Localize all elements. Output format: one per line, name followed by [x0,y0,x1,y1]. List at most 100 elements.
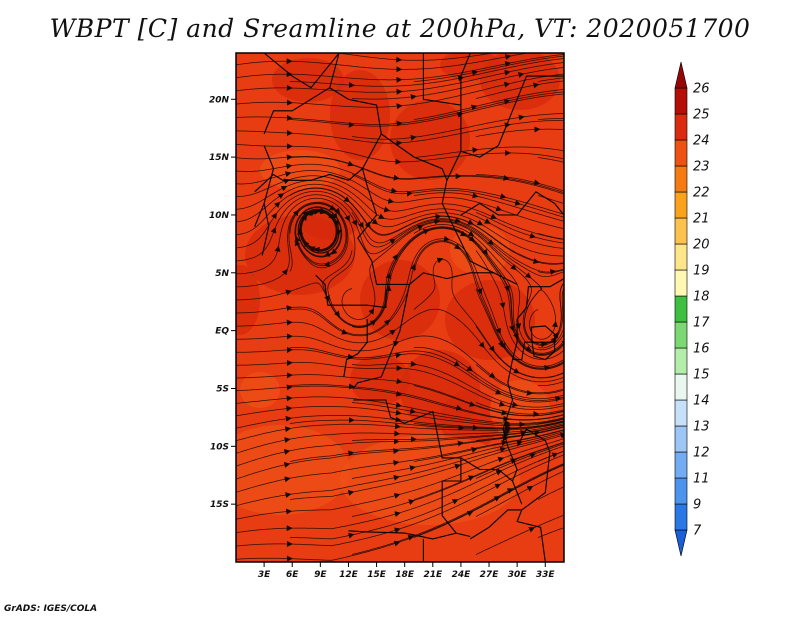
streamline [290,450,564,540]
x-tick-label: 30E [508,570,528,580]
x-tick-label: 27E [480,570,500,580]
streamline-arrow [347,160,354,167]
colorbar-label: 13 [693,420,710,435]
streamline [236,190,564,273]
x-tick-label: 24E [452,570,472,580]
streamline-arrow [454,463,461,470]
streamline [413,464,564,538]
streamline-arrow [513,367,520,374]
border-line [315,274,387,309]
streamline-arrow [494,388,502,395]
streamline [289,347,564,401]
streamline-arrow [488,345,495,353]
streamline [537,195,564,204]
streamline [537,233,564,240]
streamline [289,240,564,369]
streamline-arrow [499,193,507,199]
streamline-arrow [454,217,462,224]
x-tick-label: 12E [339,570,359,580]
streamline-arrow [277,193,285,200]
streamline-arrow [416,225,424,231]
streamline-arrow [476,219,484,226]
streamline-arrow [331,212,338,220]
streamline [537,380,564,386]
streamline-arrow [294,235,301,243]
streamline [351,402,564,425]
streamline [289,434,564,500]
colorbar-segment [674,139,688,167]
longitude-axis: 3E 6E 9E 12E 15E 18E 21E 24E 27E 30E 33E [258,562,555,580]
colorbar-segment [674,425,688,453]
colorbar-segment [674,373,688,401]
streamline-arrow [525,345,532,352]
streamline [236,187,564,264]
streamline [475,250,564,360]
streamline-arrow [498,400,506,407]
streamline-arrow [392,253,398,261]
y-tick-label: 15S [210,500,229,510]
colorbar-label: 21 [693,212,710,227]
colorbar-label: 12 [693,446,710,461]
streamline [289,187,564,265]
latitude-axis: 20N 15N 10N 5N EQ 5S 10S 15S [209,95,236,510]
streamline [475,514,564,555]
streamline-arrow [494,483,502,490]
y-tick-label: 20N [209,95,230,105]
streamline [289,384,564,420]
streamline [413,429,564,462]
streamline-arrow [341,328,348,335]
colorbar-segment [674,321,688,349]
streamline [351,431,564,479]
streamline [475,364,564,395]
streamline-arrow [566,414,568,415]
colorbar-label: 23 [693,160,710,175]
streamline-arrow [468,235,475,242]
streamline-arrow [273,201,281,209]
streamline [413,441,564,500]
streamline-arrow [455,404,463,411]
streamline [413,146,564,158]
map-area [236,53,571,562]
x-tick-label: 18E [395,570,415,580]
streamline [236,362,564,410]
streamline [524,282,564,345]
border-line [516,434,551,562]
streamline [289,156,564,195]
streamline-arrow [344,214,350,222]
y-tick-label: 15N [209,153,230,163]
colorbar-label: 15 [693,368,710,383]
colorbar-label: 16 [693,342,710,357]
streamline [475,174,564,192]
streamline-arrow [436,257,444,264]
colorbar-segment [674,399,688,427]
streamline-arrow [371,218,379,225]
streamline-arrow [526,485,534,492]
streamline-arrow [334,207,341,215]
temperature-patch [330,70,390,160]
streamline-arrow [497,456,505,463]
streamline-arrow [459,230,467,237]
streamline-arrow [358,221,364,229]
streamline-arrow [407,535,415,541]
colorbar-label: 7 [693,524,702,539]
temperature-patches [236,53,560,525]
streamline-arrow [504,285,510,292]
streamline-arrow [481,248,488,256]
streamline-arrow [569,420,571,421]
streamline-arrow [394,511,401,518]
temperature-patch [390,100,470,180]
streamline [413,258,564,378]
streamline-arrow [495,470,503,476]
border-line [512,342,526,361]
streamline-arrow [467,475,475,482]
streamline-arrow [562,191,564,197]
streamline-arrow [470,104,478,111]
streamline [537,157,564,163]
border-line [422,53,518,285]
colorbar-segment [674,87,688,115]
streamline [413,192,564,222]
streamline-arrow [393,493,401,499]
streamline-arrow [567,425,569,426]
country-borders [254,53,564,562]
streamline-arrow [393,540,401,547]
